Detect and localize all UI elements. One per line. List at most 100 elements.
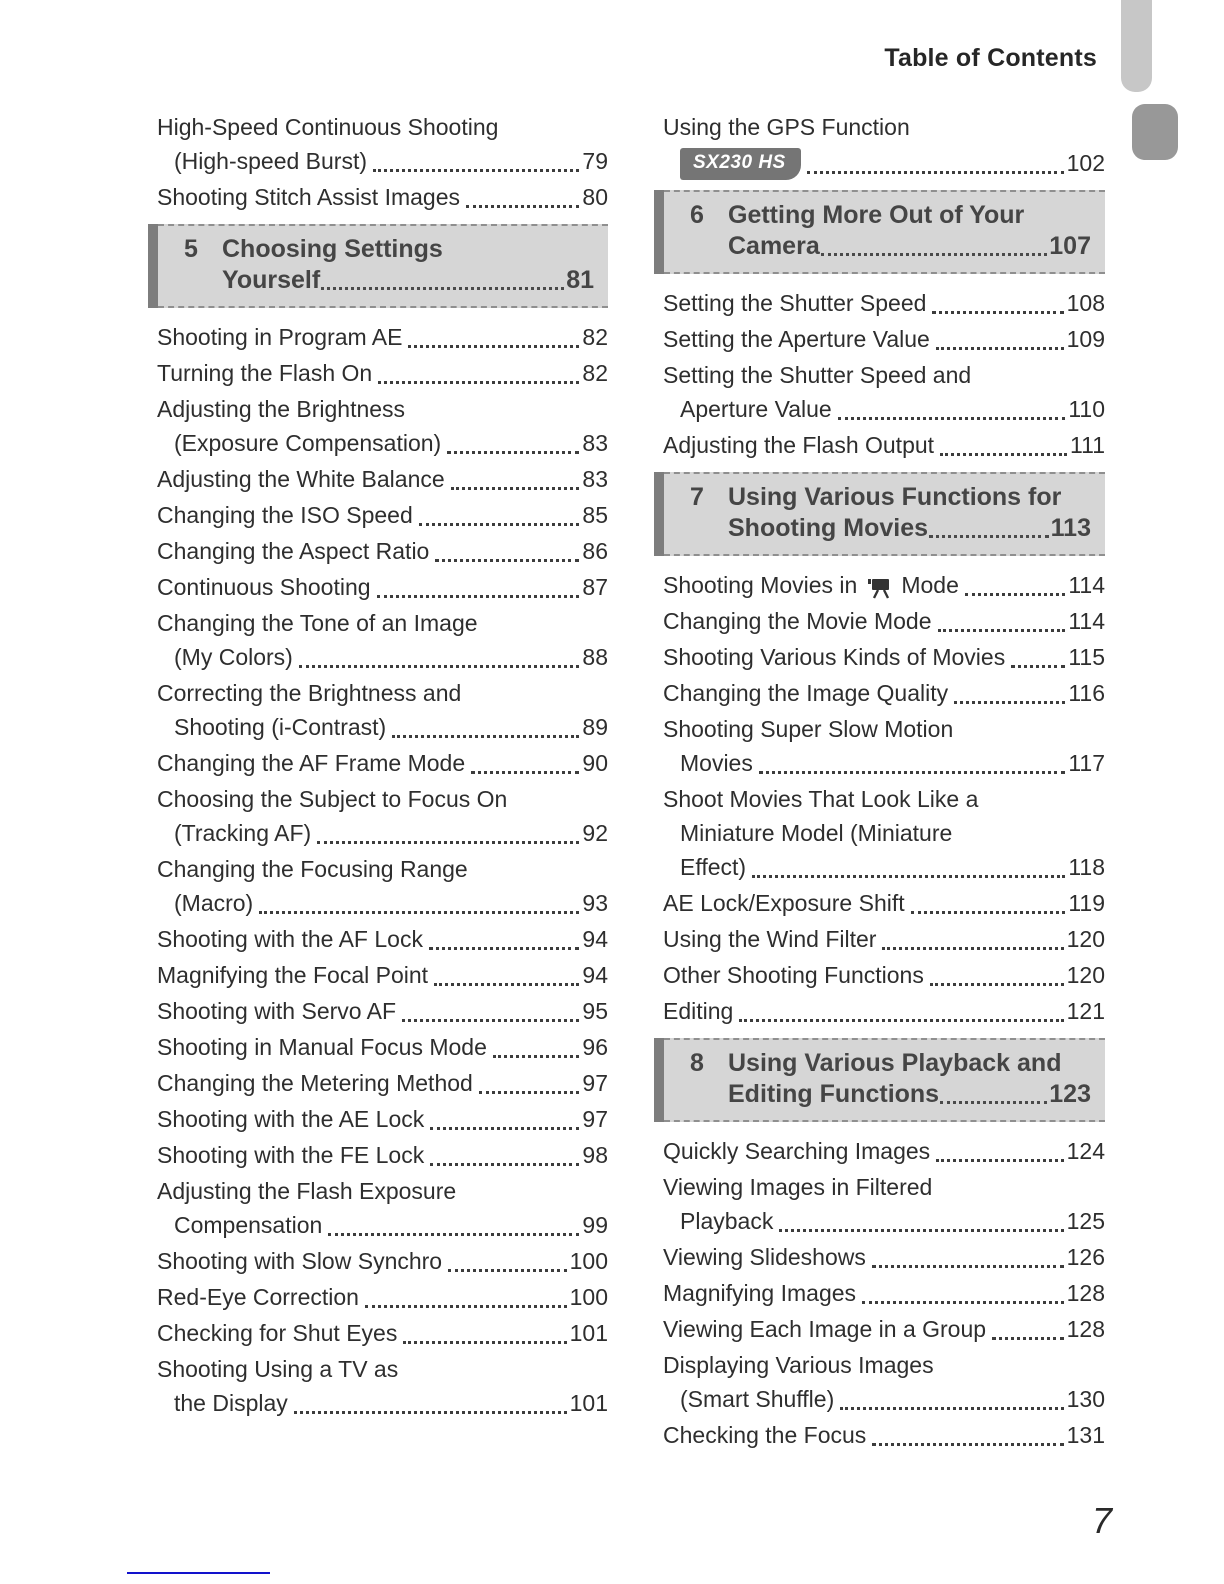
movie-mode-icon [865,576,895,599]
toc-entry: Changing the Metering Method 97 [157,1066,608,1100]
toc-entry-line: Changing the Aspect Ratio 86 [157,534,608,568]
toc-entry: Adjusting the Brightness (Exposure Compen… [157,392,608,460]
page-number-ref: 119 [1068,890,1105,916]
toc-entry-text: (Macro) [174,890,254,916]
toc-entry-text: Correcting the Brightness and [157,680,462,706]
toc-entry: Shooting in Manual Focus Mode 96 [157,1030,608,1064]
dotted-leader [882,947,1064,950]
chapter-heading-content: 5 Choosing Settings Yourself 81 [158,224,608,308]
page-number-ref: 97 [582,1106,608,1132]
dotted-leader [408,345,580,348]
toc-entry: High-Speed Continuous Shooting (High-spee… [157,110,608,178]
toc-entry-line: Playback 125 [663,1204,1105,1238]
toc-entry: Changing the Focusing Range (Macro) 93 [157,852,608,920]
toc-entry-text: Choosing the Subject to Focus On [157,786,508,812]
dotted-leader [376,595,580,598]
toc-entry-text: Changing the Aspect Ratio [157,538,430,564]
dotted-leader [435,559,580,562]
toc-entry-line: Checking the Focus 131 [663,1418,1105,1452]
toc-entry-line: Red-Eye Correction 100 [157,1280,608,1314]
toc-entry-line: Changing the Image Quality 116 [663,676,1105,710]
toc-entry-line: (Exposure Compensation) 83 [157,426,608,460]
toc-entry-text: Displaying Various Images [663,1352,934,1378]
toc-entry-line: Using the Wind Filter 120 [663,922,1105,956]
chapter-title-line: Yourself [222,266,321,294]
dotted-leader [259,911,580,914]
chapter-heading: 5 Choosing Settings Yourself 81 [148,224,608,308]
toc-entry-text: Shooting with the AF Lock [157,926,423,952]
dotted-leader [820,253,1048,256]
toc-entry: Magnifying the Focal Point 94 [157,958,608,992]
toc-entry-text: AE Lock/Exposure Shift [663,890,905,916]
toc-entry-line: Changing the AF Frame Mode 90 [157,746,608,780]
toc-entry-line: Shooting Super Slow Motion [663,712,1105,746]
page-number-ref: 100 [569,1248,608,1274]
toc-entry-line: (High-speed Burst) 79 [157,144,608,178]
chapter-number: 6 [690,201,704,229]
edge-tab-chapter-marker [1132,104,1178,160]
toc-entry: Changing the ISO Speed 85 [157,498,608,532]
toc-entry-text: Magnifying the Focal Point [157,962,429,988]
page-number-ref: 123 [1049,1080,1091,1108]
page-title: Table of Contents [884,44,1097,72]
page-number-ref: 124 [1066,1138,1105,1164]
chapter-heading-line: 5 Choosing Settings [184,234,594,265]
toc-entry-line: Changing the Focusing Range [157,852,608,886]
dotted-leader [954,701,1066,704]
toc-entry-text: Shooting Various Kinds of Movies [663,644,1006,670]
page-number-ref: 113 [1050,514,1091,542]
toc-entry-text: Effect) [680,854,747,880]
toc-entry-line: Shoot Movies That Look Like a [663,782,1105,816]
toc-entry: Shoot Movies That Look Like a Miniature M… [663,782,1105,884]
dotted-leader [940,453,1068,456]
page-number-ref: 120 [1066,926,1105,952]
page-number-ref: 81 [566,266,594,294]
toc-entry-text: Editing [663,998,734,1024]
dotted-leader [492,1055,580,1058]
page-number-ref: 90 [582,750,608,776]
toc-entry-text: Changing the ISO Speed [157,502,413,528]
dotted-leader [929,983,1064,986]
page-number-ref: 131 [1066,1422,1105,1448]
toc-entry-line: Setting the Shutter Speed 108 [663,286,1105,320]
dotted-leader [392,735,580,738]
dotted-leader [910,911,1066,914]
toc-entry-text: Movies [680,750,753,776]
toc-entry-text: Continuous Shooting [157,574,371,600]
toc-entry-text: Changing the AF Frame Mode [157,750,466,776]
toc-entry-text: Shooting Movies in [663,572,858,598]
dotted-leader [752,875,1066,878]
toc-entry-line: Adjusting the White Balance 83 [157,462,608,496]
toc-entry-line: Other Shooting Functions 120 [663,958,1105,992]
toc-entry-text: Checking for Shut Eyes [157,1320,398,1346]
dotted-leader [403,1341,567,1344]
page-number-ref: 85 [582,502,608,528]
toc-entry-text: (Smart Shuffle) [680,1386,835,1412]
toc-entry: Setting the Aperture Value 109 [663,322,1105,356]
page-number-ref: 87 [582,574,608,600]
page-number-ref: 102 [1066,150,1105,176]
toc-entry-text: (My Colors) [174,644,293,670]
dotted-leader [840,1407,1064,1410]
toc-entry-text: Turning the Flash On [157,360,373,386]
toc-entry: Adjusting the Flash Output 111 [663,428,1105,462]
toc-entry-text: Playback [680,1208,774,1234]
dotted-leader [806,171,1064,174]
toc-entry: Magnifying Images 128 [663,1276,1105,1310]
toc-entry-text: Shoot Movies That Look Like a [663,786,979,812]
toc-entry-text: Shooting in Manual Focus Mode [157,1034,487,1060]
page-number-ref: 110 [1068,396,1105,422]
chapter-heading-accent-bar [654,472,664,556]
toc-entry-text: Viewing Slideshows [663,1244,866,1270]
toc-entry: Changing the AF Frame Mode 90 [157,746,608,780]
page-number-ref: 94 [582,962,608,988]
toc-entry: Shooting with Servo AF 95 [157,994,608,1028]
footer-link-rule [127,1572,270,1574]
toc-entry: Shooting with the FE Lock 98 [157,1138,608,1172]
toc-entry-text: Magnifying Images [663,1280,857,1306]
page-number-ref: 100 [569,1284,608,1310]
page-number-ref: 116 [1068,680,1105,706]
page-number-ref: 96 [582,1034,608,1060]
toc-entry-text: Adjusting the White Balance [157,466,445,492]
toc-entry: Viewing Images in Filtered Playback 125 [663,1170,1105,1238]
